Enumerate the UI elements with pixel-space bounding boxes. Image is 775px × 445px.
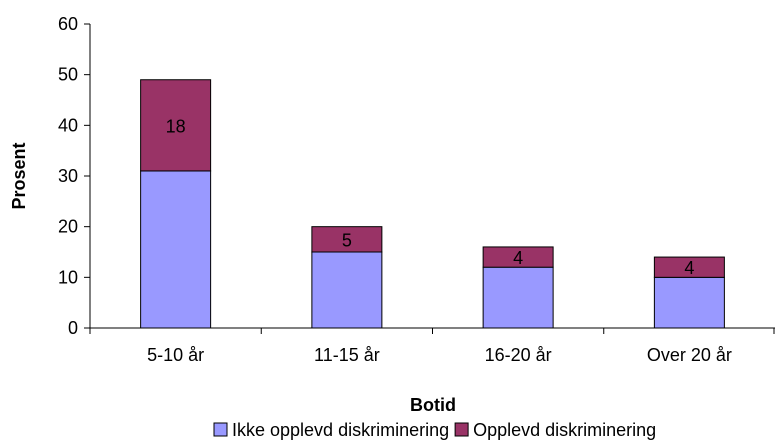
data-label-1: 5 xyxy=(342,230,352,250)
legend-label-1: Opplevd diskriminering xyxy=(473,420,656,440)
bar-ikke-opplevd-1 xyxy=(311,251,383,329)
bar-opplevd-3 xyxy=(653,256,725,278)
legend-swatch-0 xyxy=(213,422,228,437)
data-label-3: 4 xyxy=(684,258,694,278)
bar-opplevd-1 xyxy=(311,226,383,253)
x-axis-title: Botid xyxy=(410,395,456,415)
legend-swatch-1 xyxy=(454,422,469,437)
y-tick-label-20: 20 xyxy=(58,217,78,237)
y-tick-label-0: 0 xyxy=(68,318,78,338)
bar-ikke-opplevd-2 xyxy=(482,266,554,329)
axes-layer: 0 10 20 30 40 50 60 5-10 år 11-15 år 16-20 år Over… xyxy=(58,14,775,365)
x-tick-label-0: 5-10 år xyxy=(147,345,204,365)
x-tick-label-3: Over 20 år xyxy=(647,345,732,365)
y-tick-label-60: 60 xyxy=(58,14,78,34)
labels-layer: 18 5 4 4 xyxy=(166,116,695,278)
bar-ikke-opplevd-0 xyxy=(140,170,212,329)
y-axis-title: Prosent xyxy=(9,142,29,209)
bars-layer xyxy=(140,79,725,329)
data-label-2: 4 xyxy=(513,248,523,268)
bar-opplevd-0 xyxy=(140,79,212,172)
data-label-0: 18 xyxy=(166,116,186,136)
legend-label-0: Ikke opplevd diskriminering xyxy=(232,420,449,440)
x-tick-label-2: 16-20 år xyxy=(485,345,552,365)
bar-ikke-opplevd-3 xyxy=(653,276,725,329)
y-tick-label-40: 40 xyxy=(58,115,78,135)
x-tick-label-1: 11-15 år xyxy=(314,345,380,365)
y-tick-label-50: 50 xyxy=(58,65,78,85)
y-tick-label-10: 10 xyxy=(58,267,78,287)
y-tick-label-30: 30 xyxy=(58,166,78,186)
bar-opplevd-2 xyxy=(482,246,554,268)
legend: Ikke opplevd diskriminering Opplevd diskr… xyxy=(213,420,656,440)
